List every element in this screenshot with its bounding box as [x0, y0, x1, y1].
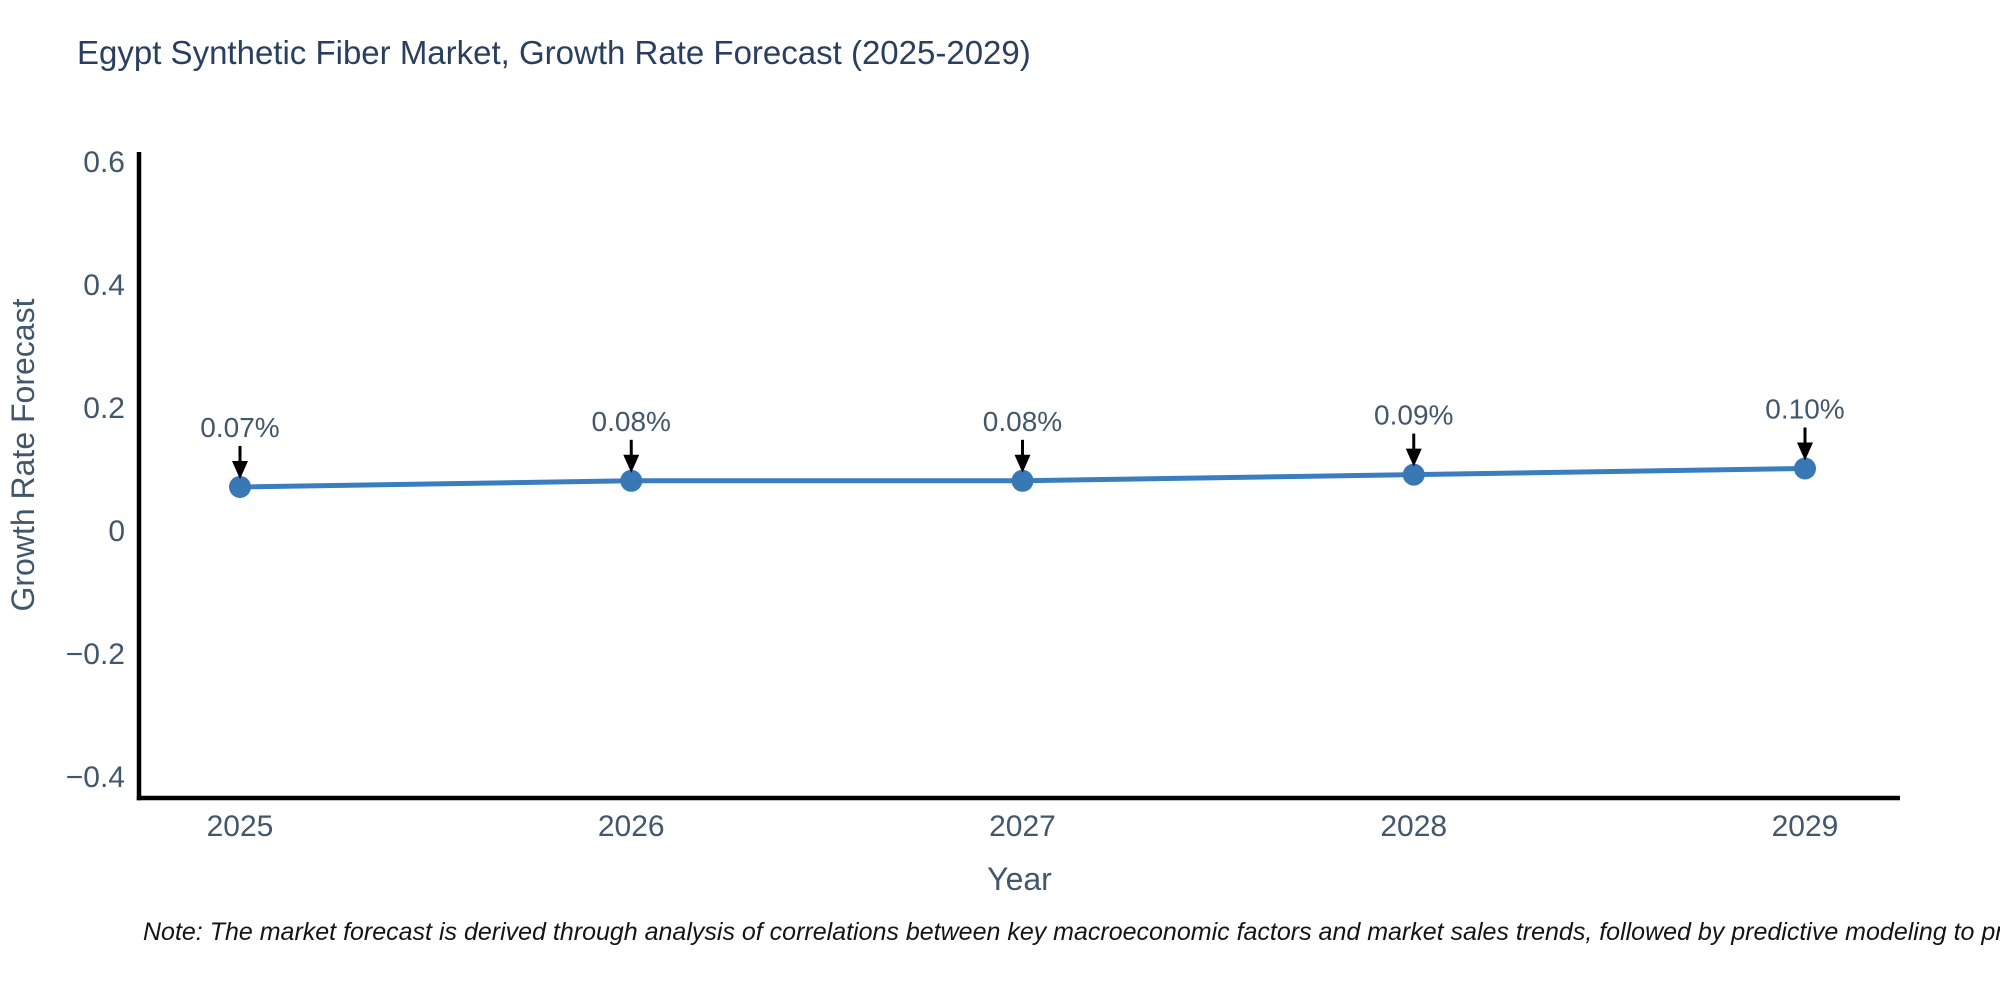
chart-title: Egypt Synthetic Fiber Market, Growth Rat… [77, 34, 1031, 71]
y-tick-label: 0 [108, 515, 125, 548]
annotation-arrowhead [1405, 448, 1422, 467]
x-tick-label: 2027 [989, 810, 1056, 843]
point-annotation-label: 0.09% [1374, 400, 1453, 431]
x-tick-label: 2028 [1380, 810, 1447, 843]
data-point [620, 469, 643, 492]
x-tick-label: 2029 [1772, 810, 1839, 843]
footnote: Note: The market forecast is derived thr… [143, 918, 2000, 946]
y-tick-label: −0.4 [66, 761, 125, 794]
point-annotation-label: 0.07% [200, 412, 279, 443]
x-tick-label: 2026 [598, 810, 665, 843]
data-point [229, 475, 251, 498]
annotation-arrowhead [1797, 442, 1813, 461]
point-annotation-label: 0.08% [592, 406, 671, 437]
y-tick-label: 0.2 [83, 392, 125, 425]
y-tick-label: 0.6 [83, 146, 125, 179]
annotation-arrowhead [623, 454, 640, 473]
point-annotation-label: 0.08% [983, 406, 1062, 437]
data-point [1011, 469, 1034, 492]
x-axis-title: Year [987, 861, 1052, 897]
x-tick-label: 2025 [207, 810, 274, 843]
data-point [1402, 463, 1425, 486]
y-tick-label: −0.2 [66, 638, 125, 671]
annotation-arrowhead [232, 460, 248, 479]
data-point [1794, 457, 1816, 480]
point-annotation-label: 0.10% [1765, 394, 1844, 425]
annotation-arrowhead [1014, 454, 1031, 473]
y-tick-label: 0.4 [83, 269, 125, 302]
y-axis-title: Growth Rate Forecast [5, 298, 41, 611]
